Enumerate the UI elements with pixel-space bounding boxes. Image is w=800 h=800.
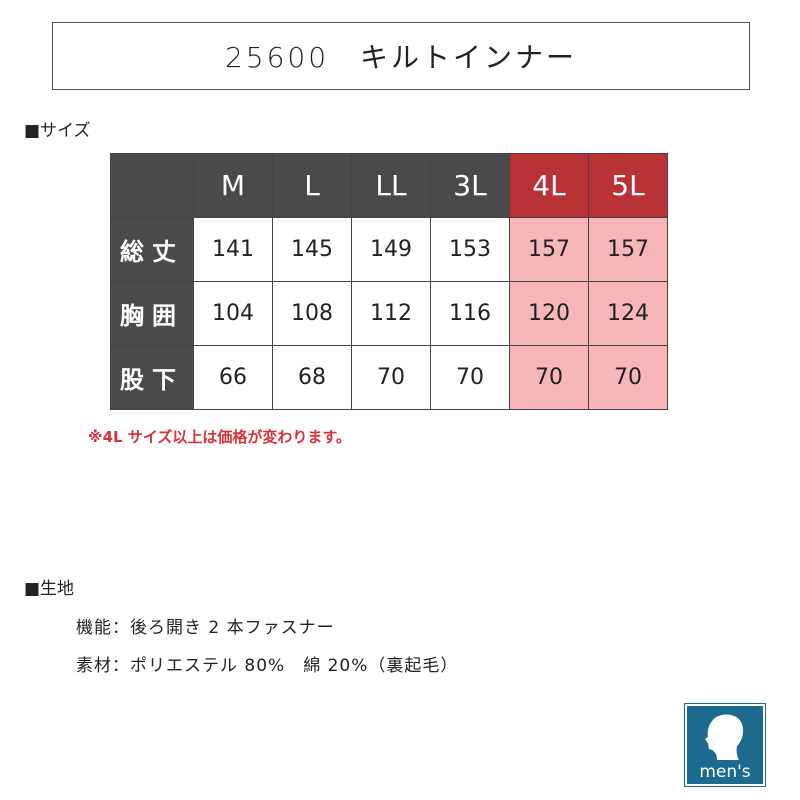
cell: 149	[351, 217, 431, 282]
row-header: 総丈	[110, 217, 194, 282]
cell: 153	[430, 217, 510, 282]
cell: 66	[193, 345, 273, 410]
col-header: 3L	[430, 153, 510, 218]
col-header: LL	[351, 153, 431, 218]
product-title: 25600 キルトインナー	[52, 22, 750, 90]
col-header: 5L	[588, 153, 668, 218]
cell: 124	[588, 281, 668, 346]
cell: 70	[351, 345, 431, 410]
table-row: 股下 66 68 70 70 70 70	[110, 345, 668, 410]
cell: 157	[509, 217, 589, 282]
size-heading: ■サイズ	[24, 121, 91, 141]
cell: 104	[193, 281, 273, 346]
cell: 70	[509, 345, 589, 410]
cell: 145	[272, 217, 352, 282]
row-header: 胸囲	[110, 281, 194, 346]
table-row: 胸囲 104 108 112 116 120 124	[110, 281, 668, 346]
cell: 120	[509, 281, 589, 346]
row-header: 股下	[110, 345, 194, 410]
logo-text: men's	[699, 762, 751, 782]
price-note: ※4L サイズ以上は価格が変わります。	[88, 428, 351, 446]
size-table: M L LL 3L 4L 5L 総丈 141 145 149 153 157 1…	[110, 153, 668, 410]
cell: 141	[193, 217, 273, 282]
material-line: 素材：ポリエステル 80% 綿 20%（裏起毛）	[76, 656, 459, 676]
cell: 68	[272, 345, 352, 410]
table-header-row: M L LL 3L 4L 5L	[110, 153, 668, 218]
cell: 70	[430, 345, 510, 410]
table-row: 総丈 141 145 149 153 157 157	[110, 217, 668, 282]
col-header: M	[193, 153, 273, 218]
fabric-heading: ■生地	[24, 579, 75, 599]
mens-logo: men's	[684, 703, 766, 787]
cell: 116	[430, 281, 510, 346]
cell: 157	[588, 217, 668, 282]
function-line: 機能：後ろ開き 2 本ファスナー	[76, 618, 335, 638]
col-header: 4L	[509, 153, 589, 218]
cell: 112	[351, 281, 431, 346]
cell: 70	[588, 345, 668, 410]
col-header: L	[272, 153, 352, 218]
cell: 108	[272, 281, 352, 346]
man-silhouette-icon	[705, 714, 744, 760]
corner-cell	[110, 153, 194, 218]
